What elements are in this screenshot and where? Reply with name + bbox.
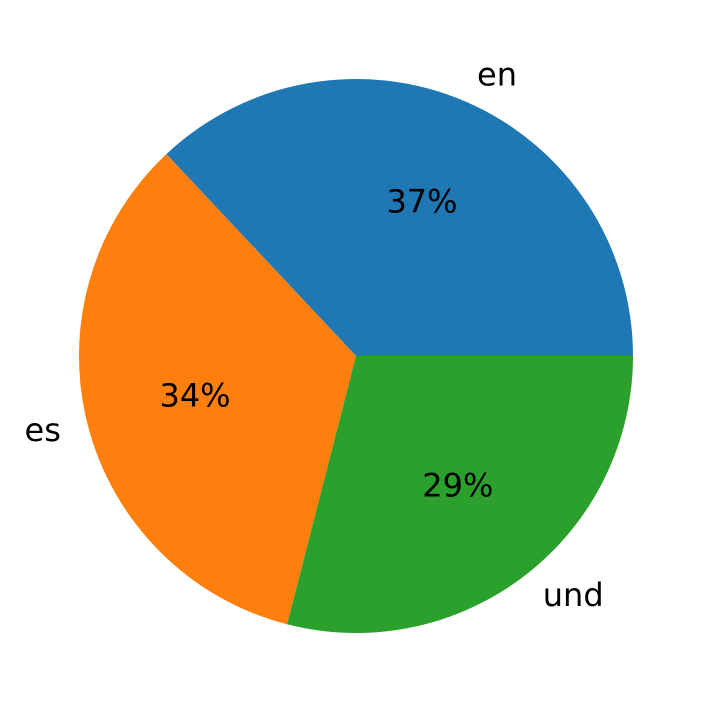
slice-label: en xyxy=(477,55,517,93)
slice-label: es xyxy=(25,411,61,449)
slice-label: und xyxy=(543,576,604,614)
pie-slice xyxy=(287,356,633,633)
percent-label: 34% xyxy=(159,376,230,414)
pie-slice xyxy=(166,79,634,356)
pie-slice xyxy=(78,154,356,625)
percent-label: 37% xyxy=(386,182,457,220)
percent-label: 29% xyxy=(422,466,493,504)
